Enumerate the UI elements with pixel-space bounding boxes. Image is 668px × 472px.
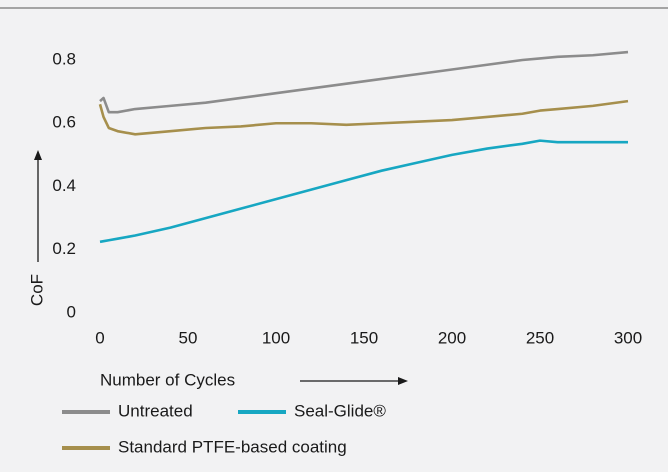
x-tick-label: 250 <box>526 328 554 347</box>
series-line <box>99 139 628 244</box>
x-tick-label: 50 <box>179 328 198 347</box>
y-tick-label: 0.8 <box>52 49 76 68</box>
x-tick-label: 200 <box>438 328 466 347</box>
x-tick-label: 150 <box>350 328 378 347</box>
x-tick-label: 0 <box>95 328 104 347</box>
x-axis-label: Number of Cycles <box>100 370 235 389</box>
legend-label: Seal-Glide® <box>294 401 386 420</box>
x-tick-label: 300 <box>614 328 642 347</box>
y-tick-label: 0.2 <box>52 239 76 258</box>
legend-label: Standard PTFE-based coating <box>118 437 347 456</box>
x-tick-label: 100 <box>262 328 290 347</box>
series-line <box>98 99 629 136</box>
y-axis-arrowhead <box>34 150 42 160</box>
series-line <box>99 50 629 114</box>
y-tick-label: 0.4 <box>52 176 76 195</box>
y-tick-label: 0.6 <box>52 113 76 132</box>
legend-label: Untreated <box>118 401 193 420</box>
y-tick-label: 0 <box>67 302 76 321</box>
x-axis-arrowhead <box>398 377 408 385</box>
y-axis-label: CoF <box>27 274 46 306</box>
